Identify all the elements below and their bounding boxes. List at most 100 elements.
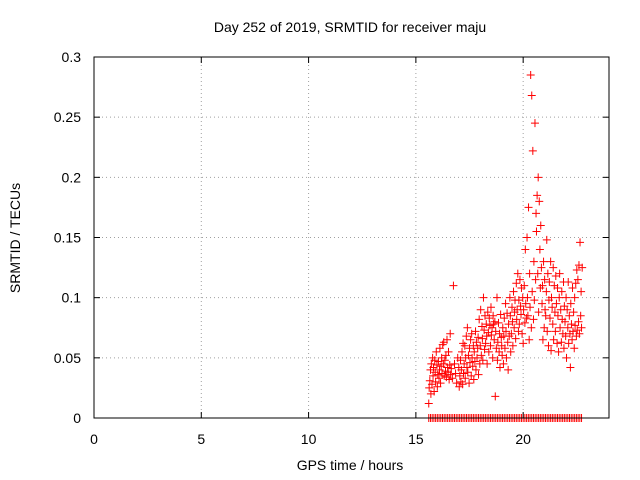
data-point (432, 361, 441, 370)
data-point (563, 323, 572, 332)
data-point (575, 329, 584, 338)
data-point (508, 341, 517, 350)
data-point (536, 221, 545, 230)
data-point (569, 308, 578, 317)
data-point (493, 338, 502, 347)
data-point (519, 305, 528, 314)
data-point (433, 370, 442, 379)
y-tick-label: 0 (73, 410, 81, 426)
data-point (500, 314, 509, 323)
data-point (509, 287, 518, 296)
data-point (539, 257, 548, 266)
data-point (525, 269, 534, 278)
data-point (570, 344, 579, 353)
data-point (445, 361, 454, 370)
data-point (458, 347, 467, 356)
data-point (436, 379, 445, 388)
data-point (532, 209, 541, 218)
data-point (573, 275, 582, 284)
data-point (561, 317, 570, 326)
data-point (570, 293, 579, 302)
data-point (546, 257, 555, 266)
data-point (528, 146, 537, 155)
data-point (484, 347, 493, 356)
data-point (547, 346, 556, 355)
data-point (476, 305, 485, 314)
data-point (488, 323, 497, 332)
data-point (434, 357, 443, 366)
data-point (572, 265, 581, 274)
data-point (521, 245, 530, 254)
data-point (477, 351, 486, 360)
data-point (492, 293, 501, 302)
data-point (540, 275, 549, 284)
data-point (481, 339, 490, 348)
data-point (578, 263, 587, 272)
data-point (538, 281, 547, 290)
data-point (479, 293, 488, 302)
data-point (442, 335, 451, 344)
y-axis-label: SRMTID / TECUs (7, 183, 23, 293)
data-point (549, 263, 558, 272)
data-point (495, 363, 504, 372)
data-point (543, 269, 552, 278)
data-point (472, 338, 481, 347)
data-point (496, 310, 505, 319)
data-point (449, 281, 458, 290)
data-point (465, 379, 474, 388)
y-tick-label: 0.3 (62, 49, 82, 65)
data-point (548, 303, 557, 312)
data-point (474, 370, 483, 379)
data-point (433, 382, 442, 391)
data-point (508, 303, 517, 312)
data-point (427, 359, 436, 368)
data-point (486, 341, 495, 350)
data-point (448, 374, 457, 383)
data-point (577, 323, 586, 332)
data-point (446, 370, 455, 379)
data-point (534, 308, 543, 317)
data-point (488, 353, 497, 362)
data-point (471, 365, 480, 374)
data-point (565, 311, 574, 320)
x-tick-label: 0 (90, 431, 98, 447)
data-point (504, 365, 513, 374)
data-point (556, 323, 565, 332)
data-point (576, 311, 585, 320)
data-point (519, 339, 528, 348)
data-point (483, 359, 492, 368)
data-point (544, 341, 553, 350)
data-point (532, 227, 541, 236)
data-point (553, 339, 562, 348)
data-point (513, 269, 522, 278)
data-point (549, 335, 558, 344)
data-point (545, 314, 554, 323)
data-points (424, 71, 587, 422)
data-point (502, 327, 510, 336)
data-point (483, 308, 492, 317)
data-point (462, 363, 471, 372)
data-point (502, 353, 511, 362)
data-point (517, 310, 526, 319)
data-point (551, 327, 560, 336)
data-point (471, 327, 480, 336)
data-point (482, 332, 491, 341)
data-point (520, 318, 529, 327)
data-point (571, 279, 580, 288)
x-tick-label: 10 (301, 431, 317, 447)
axis-ticks (93, 56, 609, 419)
data-point (526, 71, 535, 80)
y-tick-label: 0.15 (54, 230, 81, 246)
data-point (486, 303, 495, 312)
data-point (529, 315, 538, 324)
data-point (439, 359, 448, 368)
data-point (490, 317, 499, 326)
data-point (494, 318, 503, 327)
data-point (561, 332, 570, 341)
y-tick-labels: 0 0.05 0.1 0.15 0.2 0.25 0.3 (54, 49, 81, 426)
data-point (462, 332, 471, 341)
data-point (478, 356, 487, 365)
data-point (456, 356, 465, 365)
data-point (521, 299, 530, 308)
